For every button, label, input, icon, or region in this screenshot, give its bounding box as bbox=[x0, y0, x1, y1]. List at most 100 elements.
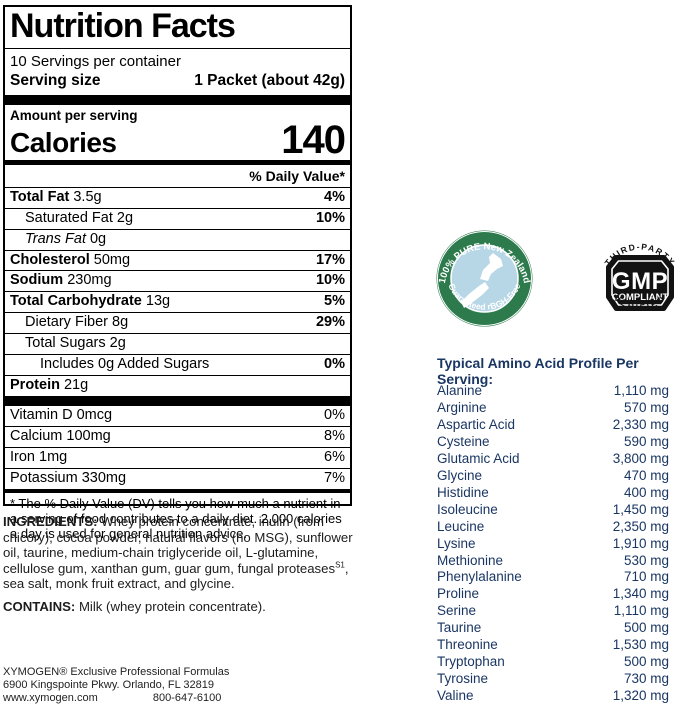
amino-acid-amount: 2,350 mg bbox=[612, 518, 669, 534]
gmp-compliant-text: COMPLIANT bbox=[612, 292, 669, 303]
ingredients-label: INGREDIENTS: bbox=[3, 514, 98, 529]
amino-acid-name: Glutamic Acid bbox=[437, 450, 520, 466]
manufacturer-website: www.xymogen.com bbox=[3, 692, 98, 705]
amino-acid-row: Cysteine 590 mg bbox=[437, 434, 669, 451]
daily-value-footnote: * The % Daily Value (DV) tells you how m… bbox=[10, 495, 342, 541]
amino-acid-row: Valine 1,320 mg bbox=[437, 688, 669, 705]
vitamin-daily-value: 0% bbox=[324, 407, 345, 424]
amino-acid-name: Histidine bbox=[437, 484, 489, 500]
amino-acid-row: Lysine 1,910 mg bbox=[437, 536, 669, 553]
amino-acid-row: Alanine 1,110 mg bbox=[437, 383, 669, 400]
amino-acid-name: Glycine bbox=[437, 467, 483, 483]
amino-acid-amount: 530 mg bbox=[623, 552, 669, 568]
servings-per-container: 10 Servings per container bbox=[10, 52, 181, 70]
amino-acid-amount: 1,450 mg bbox=[612, 501, 669, 517]
nutrient-rows: Total Fat 3.5g 4% Saturated Fat 2g 10% Trans… bbox=[5, 188, 350, 396]
contains-statement: CONTAINS: Milk (whey protein concentrate… bbox=[3, 599, 357, 614]
amino-acid-row: Leucine 2,350 mg bbox=[437, 519, 669, 536]
amino-acid-row: Tyrosine 730 mg bbox=[437, 671, 669, 688]
calories-value: 140 bbox=[281, 117, 346, 162]
nutrient-row: Protein 21g bbox=[5, 376, 350, 396]
amount-per-serving-label: Amount per serving bbox=[10, 107, 138, 123]
amino-acid-name: Isoleucine bbox=[437, 501, 498, 517]
new-zealand-seal: 100% PURE New Zealand Guaranteed rBGH-Fr… bbox=[436, 230, 533, 327]
nutrient-name: Includes 0g Added Sugars bbox=[40, 356, 210, 373]
vitamin-row: Vitamin D 0mcg 0% bbox=[5, 406, 350, 427]
vitamin-row: Potassium 330mg 7% bbox=[5, 469, 350, 489]
amino-acid-row: Glycine 470 mg bbox=[437, 468, 669, 485]
amino-acid-amount: 470 mg bbox=[623, 467, 669, 483]
nutrient-daily-value: 10% bbox=[315, 209, 345, 226]
amino-acid-name: Leucine bbox=[437, 518, 485, 534]
amino-acid-amount: 1,110 mg bbox=[613, 383, 669, 398]
amino-acid-row: Glutamic Acid 3,800 mg bbox=[437, 451, 669, 468]
amino-acid-amount: 400 mg bbox=[623, 484, 669, 500]
amino-acid-row: Isoleucine 1,450 mg bbox=[437, 502, 669, 519]
calories-row: Calories 140 bbox=[5, 117, 350, 162]
vitamin-name: Vitamin D 0mcg bbox=[10, 407, 113, 424]
serving-size-value: 1 Packet (about 42g) bbox=[194, 71, 345, 89]
nutrient-daily-value: 10% bbox=[315, 272, 345, 289]
amino-acid-amount: 1,320 mg bbox=[612, 688, 669, 704]
amino-acid-row: Serine 1,110 mg bbox=[437, 603, 669, 620]
nutrition-facts-panel: Nutrition Facts 10 Servings per containe… bbox=[3, 5, 352, 541]
nutrient-daily-value: 4% bbox=[324, 188, 345, 205]
nutrient-name: Total Carbohydrate 13g bbox=[10, 293, 171, 310]
vitamin-name: Calcium 100mg bbox=[10, 428, 111, 444]
nutrient-row: Saturated Fat 2g 10% bbox=[5, 209, 350, 230]
amino-acid-name: Taurine bbox=[437, 620, 482, 636]
amino-acid-row: Proline 1,340 mg bbox=[437, 586, 669, 603]
amino-acid-amount: 1,530 mg bbox=[612, 637, 669, 653]
amino-acid-name: Methionine bbox=[437, 552, 504, 568]
ingredients-paragraph: INGREDIENTS: Whey protein concentrate, i… bbox=[3, 514, 357, 592]
amino-acid-amount: 500 mg bbox=[623, 654, 669, 670]
amino-acid-row: Aspartic Acid 2,330 mg bbox=[437, 417, 669, 434]
vitamin-name: Iron 1mg bbox=[10, 448, 68, 465]
amino-profile-title: Typical Amino Acid Profile Per Serving: bbox=[437, 355, 639, 387]
vitamin-daily-value: 7% bbox=[324, 469, 345, 486]
amino-acid-amount: 730 mg bbox=[623, 671, 669, 687]
thick-divider bbox=[5, 94, 350, 105]
gmp-compliant-seal: GMP COMPLIANT THIRD-PARTY VERIFIED bbox=[603, 241, 676, 312]
nutrient-name: Trans Fat 0g bbox=[25, 230, 107, 247]
amino-acid-name: Threonine bbox=[437, 637, 498, 653]
nutrient-row: Sodium 230mg 10% bbox=[5, 271, 350, 293]
amino-acid-row: Threonine 1,530 mg bbox=[437, 637, 669, 654]
amino-acid-amount: 1,340 mg bbox=[612, 586, 669, 602]
amino-profile-table: Alanine 1,110 mg Arginine 570 mg Aspartic Ac… bbox=[437, 383, 669, 705]
gmp-shield bbox=[606, 255, 674, 311]
serving-size-row: Serving size 1 Packet (about 42g) bbox=[5, 71, 350, 95]
manufacturer-info: XYMOGEN® Exclusive Professional Formulas… bbox=[3, 666, 357, 706]
amino-acid-row: Tryptophan 500 mg bbox=[437, 654, 669, 671]
nutrient-daily-value: 0% bbox=[324, 356, 345, 373]
amino-acid-name: Arginine bbox=[437, 399, 487, 415]
amino-acid-amount: 1,910 mg bbox=[612, 535, 669, 551]
nutrient-row: Includes 0g Added Sugars 0% bbox=[5, 355, 350, 377]
nutrient-row: Total Sugars 2g bbox=[5, 334, 350, 356]
amino-acid-amount: 570 mg bbox=[623, 399, 669, 415]
thick-divider bbox=[5, 396, 350, 407]
amino-acid-amount: 2,330 mg bbox=[612, 416, 669, 432]
vitamin-row: Calcium 100mg 8% bbox=[5, 427, 350, 448]
amino-acid-name: Tryptophan bbox=[437, 654, 505, 670]
nutrient-daily-value: 17% bbox=[315, 251, 345, 268]
nutrient-name: Cholesterol 50mg bbox=[10, 251, 131, 268]
gmp-text: GMP bbox=[612, 268, 668, 295]
nutrient-daily-value: 29% bbox=[315, 314, 345, 331]
vitamin-rows: Vitamin D 0mcg 0% Calcium 100mg 8% Iron 1mg 6… bbox=[5, 406, 350, 489]
nutrient-row: Total Carbohydrate 13g 5% bbox=[5, 292, 350, 314]
daily-value-header: % Daily Value* bbox=[5, 165, 350, 188]
amino-acid-row: Arginine 570 mg bbox=[437, 400, 669, 417]
nutrient-daily-value: 5% bbox=[324, 293, 345, 310]
nutrient-row: Trans Fat 0g bbox=[5, 230, 350, 251]
amino-acid-row: Phenylalanine 710 mg bbox=[437, 569, 669, 586]
ingredients-superscript: S1 bbox=[335, 560, 345, 570]
nutrient-row: Dietary Fiber 8g 29% bbox=[5, 313, 350, 335]
nutrient-name: Total Sugars 2g bbox=[25, 335, 126, 352]
amino-acid-amount: 710 mg bbox=[623, 569, 669, 585]
amino-acid-name: Phenylalanine bbox=[437, 569, 522, 585]
contains-label: CONTAINS: bbox=[3, 599, 76, 614]
serving-size-label: Serving size bbox=[10, 71, 101, 89]
amino-acid-name: Cysteine bbox=[437, 433, 490, 449]
amino-acid-amount: 590 mg bbox=[623, 433, 669, 449]
